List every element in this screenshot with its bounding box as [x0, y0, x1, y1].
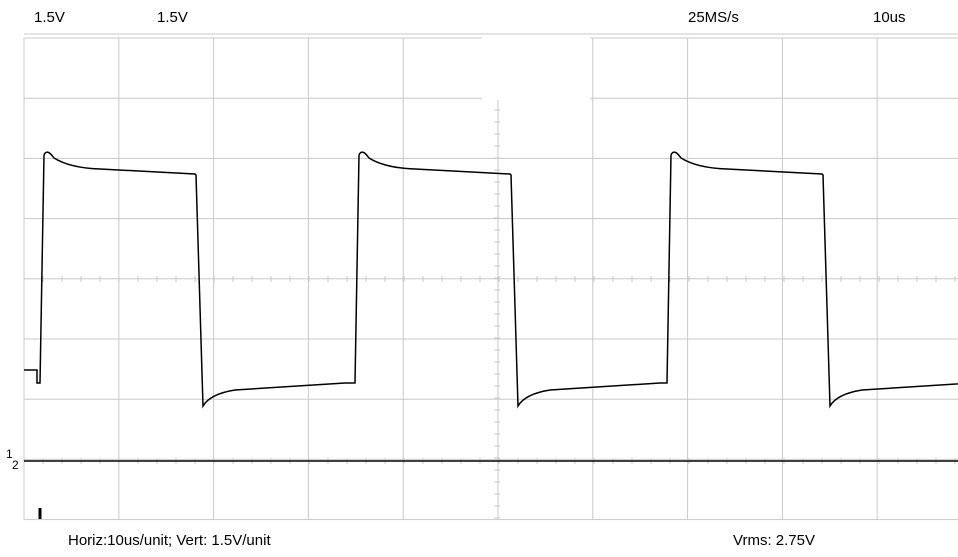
- channel-marker: 2: [12, 458, 19, 472]
- sample-rate: 25MS/s: [688, 9, 739, 26]
- measurement: Vrms: 2.75V: [733, 532, 815, 549]
- ch1-scale: 1.5V: [34, 9, 65, 26]
- scale-info: Horiz:10us/unit; Vert: 1.5V/unit: [68, 532, 271, 549]
- blank-overlay: [482, 36, 590, 100]
- ch2-scale: 1.5V: [157, 9, 188, 26]
- channel-1-trace: [24, 151, 958, 409]
- graticule: [23, 33, 958, 521]
- channel-marker: 1: [6, 447, 13, 461]
- timebase: 10us: [873, 9, 906, 26]
